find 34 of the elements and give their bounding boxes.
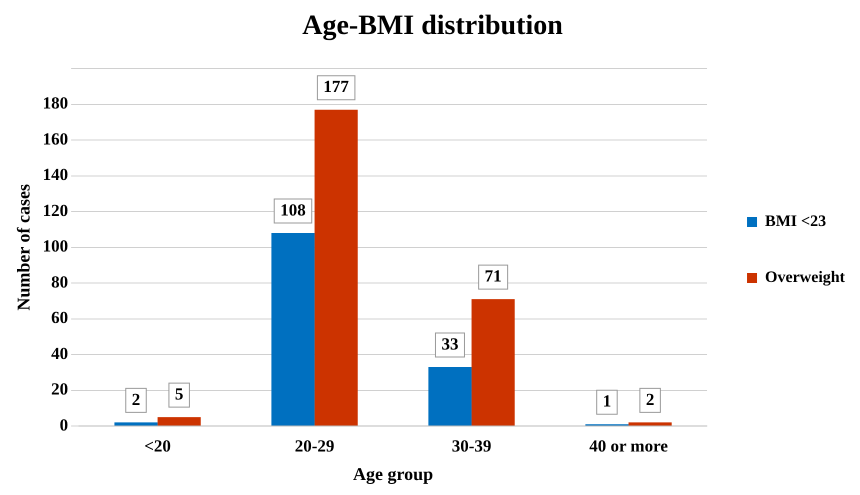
y-tick-label: 40 <box>51 344 68 363</box>
y-tick-label: 160 <box>42 129 68 148</box>
y-tick-label: 60 <box>51 308 68 328</box>
data-label: 71 <box>484 266 502 286</box>
data-label: 1 <box>602 392 612 411</box>
data-label: 2 <box>646 390 654 409</box>
y-axis-title: Number of cases <box>13 184 34 311</box>
x-tick-label: 20-29 <box>294 436 334 456</box>
y-tick-label: 100 <box>42 236 68 256</box>
x-tick-label: 30-39 <box>452 436 492 456</box>
x-tick-label: <20 <box>144 436 171 456</box>
y-tick-label: 0 <box>60 415 68 434</box>
legend-label: Overweight <box>765 269 846 286</box>
chart-title: Age-BMI distribution <box>302 10 564 42</box>
x-tick-label: 40 or more <box>589 436 668 456</box>
bar <box>314 110 358 426</box>
bar <box>472 299 515 426</box>
legend-label: BMI <23 <box>765 213 826 230</box>
bar <box>271 233 315 426</box>
y-tick-label: 120 <box>42 200 68 220</box>
bar <box>158 417 201 426</box>
y-tick-label: 80 <box>51 272 68 292</box>
y-tick-label: 180 <box>42 94 68 113</box>
data-label: 33 <box>441 334 458 354</box>
data-label: 5 <box>174 384 184 404</box>
data-label: 177 <box>323 77 350 96</box>
bar <box>114 422 158 426</box>
y-tick-label: 140 <box>42 165 68 184</box>
bar <box>428 367 472 426</box>
data-label: 108 <box>280 200 306 220</box>
y-tick-label: 20 <box>51 380 68 399</box>
x-axis-title: Age group <box>352 464 434 484</box>
bar <box>628 422 672 426</box>
data-label: 2 <box>132 390 140 409</box>
